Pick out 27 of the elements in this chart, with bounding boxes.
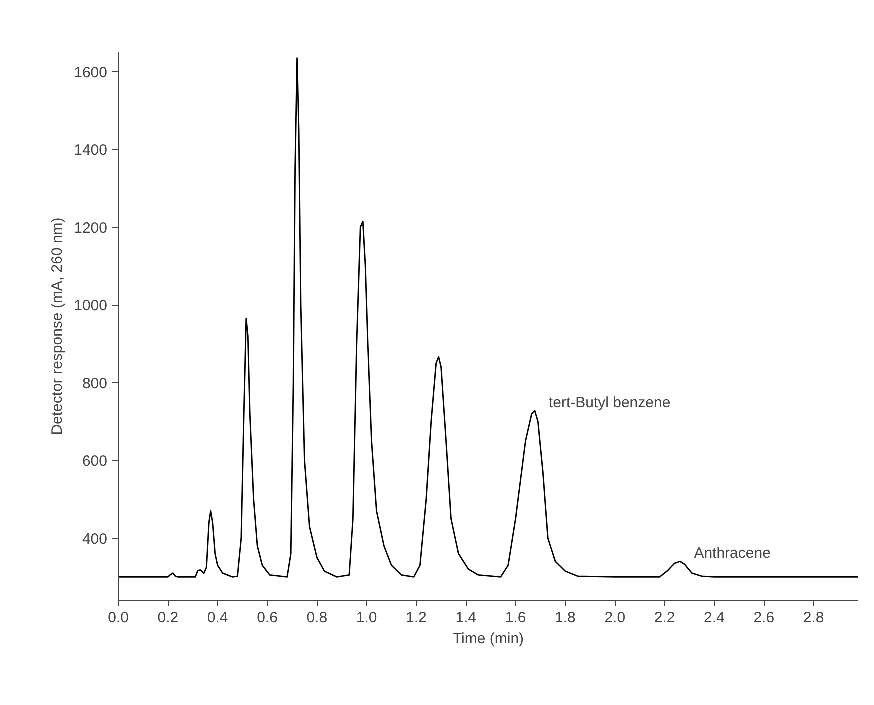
x-tick-label: 2.8 [803, 610, 824, 626]
x-axis-title: Time (min) [452, 630, 524, 648]
x-tick-label: 1.4 [456, 610, 477, 626]
x-tick-label: 2.0 [604, 610, 626, 626]
x-tick-label: 2.6 [754, 610, 775, 626]
annotation: tert-Butyl benzene [548, 394, 671, 412]
x-tick-label: 0.8 [306, 610, 328, 626]
x-tick-label: 1.0 [356, 610, 378, 626]
y-tick-label: 400 [82, 530, 108, 548]
x-tick-label: 1.8 [555, 610, 576, 626]
y-tick-label: 1400 [74, 142, 108, 160]
x-tick-label: 2.2 [654, 610, 676, 626]
y-tick-label: 800 [82, 375, 108, 392]
y-tick-label: 600 [82, 453, 108, 470]
y-tick-label: 1600 [74, 64, 108, 82]
x-tick-label: 0.2 [158, 610, 179, 626]
x-tick-label: 0.0 [108, 610, 129, 626]
line-series [118, 58, 858, 578]
y-tick-label: 1000 [74, 298, 108, 315]
x-tick-label: 0.6 [257, 610, 278, 626]
annotation: Anthracene [694, 545, 771, 562]
y-axis-title: Detector response (mA, 260 nm) [49, 218, 66, 436]
x-tick-label: 1.6 [505, 610, 526, 626]
x-tick-label: 0.4 [207, 610, 228, 626]
y-tick-label: 1200 [74, 220, 108, 237]
x-tick-label: 1.2 [406, 610, 427, 626]
x-tick-label: 2.4 [704, 610, 725, 626]
